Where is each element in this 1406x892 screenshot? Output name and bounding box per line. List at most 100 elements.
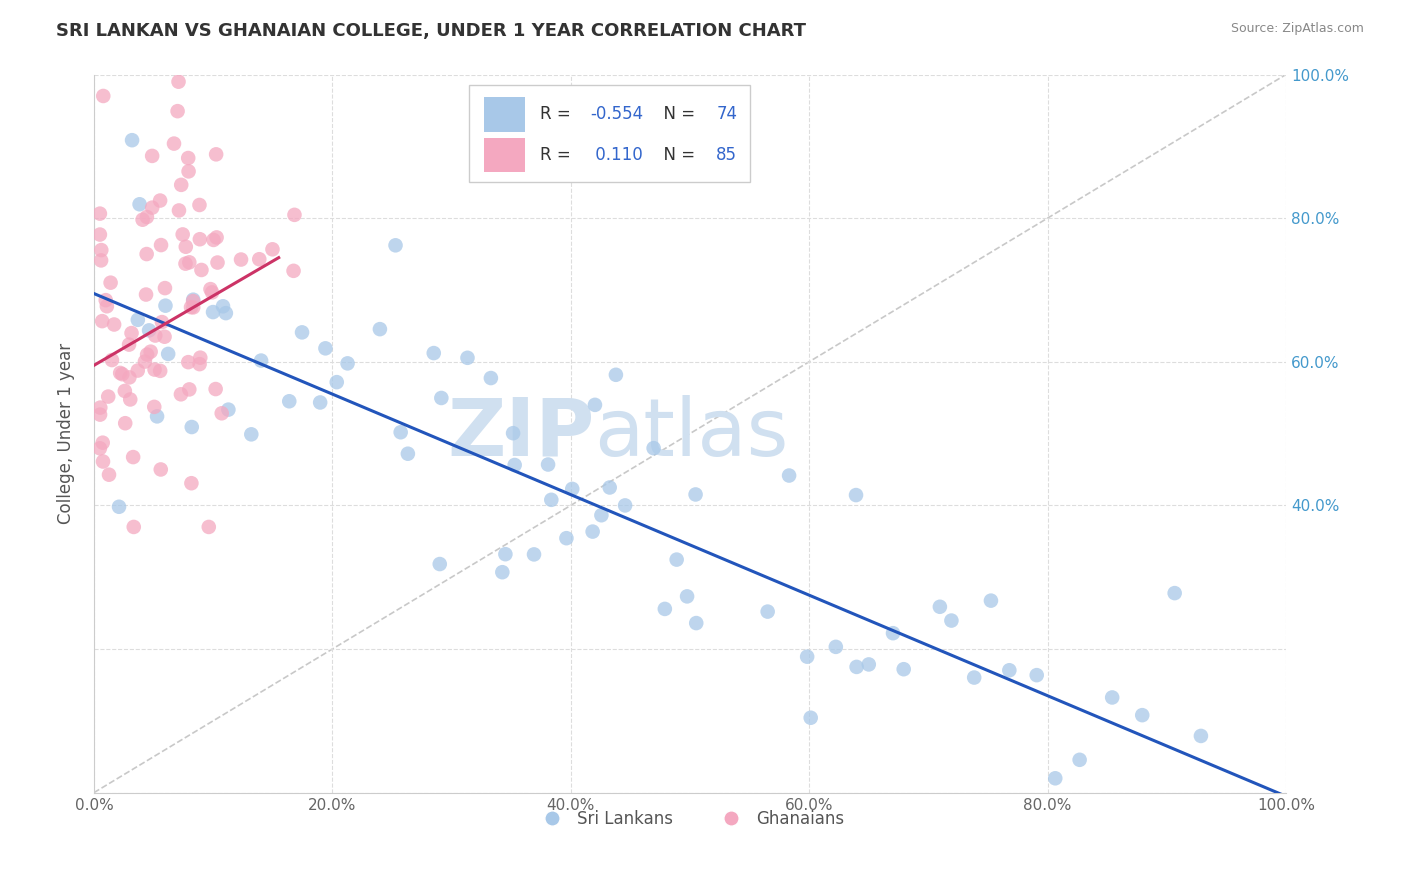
Text: N =: N =: [652, 146, 700, 164]
Text: Source: ZipAtlas.com: Source: ZipAtlas.com: [1230, 22, 1364, 36]
Point: [177, 355, 200, 369]
Point: [384, 238, 406, 252]
Point: [207, 255, 229, 269]
Point: [502, 426, 524, 441]
Bar: [484, 138, 526, 172]
Point: [928, 599, 950, 614]
Point: [155, 299, 177, 313]
Point: [540, 492, 562, 507]
Point: [368, 322, 391, 336]
Point: [591, 508, 613, 523]
Point: [643, 441, 665, 455]
Point: [1130, 708, 1153, 723]
Point: [190, 263, 212, 277]
Point: [188, 232, 211, 246]
Point: [181, 301, 204, 315]
Point: [179, 383, 201, 397]
Point: [583, 398, 606, 412]
Point: [143, 328, 166, 343]
Point: [582, 524, 605, 539]
Point: [150, 315, 173, 329]
Point: [91, 89, 114, 103]
Point: [212, 299, 235, 313]
Point: [845, 488, 868, 502]
Point: [396, 447, 419, 461]
Text: R =: R =: [540, 105, 575, 123]
Point: [778, 468, 800, 483]
Point: [283, 264, 305, 278]
Bar: [484, 97, 526, 132]
Point: [89, 442, 111, 456]
Point: [845, 660, 868, 674]
Point: [180, 476, 202, 491]
Point: [998, 663, 1021, 677]
Point: [980, 593, 1002, 607]
Point: [143, 362, 166, 376]
Text: 0.110: 0.110: [589, 146, 643, 164]
Point: [146, 409, 169, 424]
Point: [202, 305, 225, 319]
Point: [122, 450, 145, 464]
Point: [1069, 753, 1091, 767]
Point: [205, 147, 228, 161]
Point: [204, 382, 226, 396]
Point: [523, 548, 546, 562]
Point: [94, 293, 117, 307]
Point: [291, 326, 314, 340]
Point: [188, 351, 211, 365]
Point: [283, 208, 305, 222]
Point: [197, 520, 219, 534]
Point: [503, 458, 526, 472]
Point: [800, 711, 823, 725]
Point: [247, 252, 270, 267]
Text: 85: 85: [716, 146, 737, 164]
Point: [537, 458, 560, 472]
Point: [180, 300, 202, 314]
Point: [756, 605, 779, 619]
Point: [685, 616, 707, 631]
Point: [143, 400, 166, 414]
Point: [561, 482, 583, 496]
Point: [174, 240, 197, 254]
Point: [181, 294, 204, 309]
Point: [180, 420, 202, 434]
Point: [824, 640, 846, 654]
Point: [90, 243, 112, 257]
Point: [100, 276, 122, 290]
Text: R =: R =: [540, 146, 575, 164]
Point: [135, 247, 157, 261]
Point: [1101, 690, 1123, 705]
Point: [654, 602, 676, 616]
Point: [114, 384, 136, 398]
Point: [89, 227, 111, 242]
Point: [336, 356, 359, 370]
Point: [138, 323, 160, 337]
Point: [179, 255, 201, 269]
Point: [215, 306, 238, 320]
Point: [90, 253, 112, 268]
Point: [89, 408, 111, 422]
Point: [108, 500, 131, 514]
Point: [326, 375, 349, 389]
Point: [494, 547, 516, 561]
Point: [309, 395, 332, 409]
Point: [430, 391, 453, 405]
Point: [139, 344, 162, 359]
Text: N =: N =: [652, 105, 700, 123]
Point: [882, 626, 904, 640]
Point: [605, 368, 627, 382]
Point: [127, 363, 149, 377]
Point: [188, 198, 211, 212]
Point: [120, 392, 142, 407]
Point: [614, 499, 637, 513]
Point: [250, 353, 273, 368]
Point: [262, 242, 284, 256]
Point: [599, 481, 621, 495]
Point: [89, 401, 111, 415]
Point: [1189, 729, 1212, 743]
Point: [423, 346, 446, 360]
Point: [555, 531, 578, 545]
Point: [128, 197, 150, 211]
Point: [188, 357, 211, 371]
Point: [134, 354, 156, 368]
